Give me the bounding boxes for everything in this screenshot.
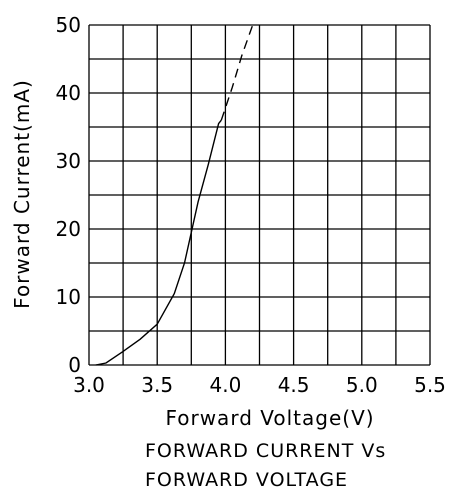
x-tick-label: 5.5 — [414, 373, 446, 397]
chart-caption-line-2: FORWARD VOLTAGE — [145, 469, 348, 491]
y-tick-label: 10 — [56, 285, 81, 309]
y-tick-label: 0 — [68, 353, 81, 377]
x-axis-title: Forward Voltage(V) — [165, 406, 374, 430]
x-tick-label: 4.5 — [278, 373, 310, 397]
x-tick-label: 3.0 — [73, 373, 105, 397]
y-tick-label: 20 — [56, 217, 81, 241]
y-tick-label: 40 — [56, 81, 81, 105]
curve-measured — [95, 119, 222, 366]
chart-grid — [88, 24, 431, 366]
x-tick-label: 4.0 — [209, 373, 241, 397]
chart-series — [95, 24, 254, 366]
tick-labels: 3.0 3.5 4.0 4.5 5.0 5.5 0 10 20 30 40 50 — [56, 13, 446, 397]
y-axis-title: Forward Current(mA) — [10, 79, 34, 309]
curve-extrapolated-dashed — [220, 24, 254, 121]
chart-caption-line-1: FORWARD CURRENT Vs — [145, 440, 386, 462]
y-tick-label: 50 — [56, 13, 81, 37]
y-tick-label: 30 — [56, 149, 81, 173]
x-tick-label: 3.5 — [141, 373, 173, 397]
x-tick-label: 5.0 — [346, 373, 378, 397]
